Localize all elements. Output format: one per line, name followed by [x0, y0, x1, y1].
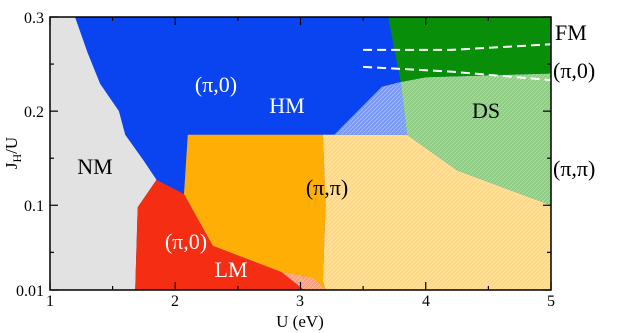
region-ds-hatch — [400, 73, 551, 206]
axis-ticks — [49, 16, 552, 291]
y-tick-label-0.1: 0.1 — [24, 198, 44, 215]
x-tick-label-4: 4 — [422, 293, 430, 310]
label-hm: HM — [269, 93, 304, 118]
region-center-orange — [184, 134, 326, 290]
label-nm: NM — [77, 154, 112, 179]
region-hatched-blue-hatch — [334, 82, 407, 135]
y-tick-label-0.01: 0.01 — [16, 283, 44, 300]
y-axis-title: JH/U — [2, 137, 24, 169]
region-pink-hatch — [281, 272, 326, 290]
y-axis-title-subscript: H — [10, 154, 24, 163]
x-tick-label-1: 1 — [46, 293, 54, 310]
dashed-line-lower — [363, 65, 551, 82]
y-tick-label-0.3: 0.3 — [24, 10, 44, 27]
label-right-lower-order: (π,π) — [553, 156, 595, 181]
x-tick-label-5: 5 — [547, 293, 555, 310]
dashed-line-upper — [363, 43, 551, 51]
label-center-order: (π,π) — [306, 175, 348, 200]
y-axis-title-suffix: /U — [2, 137, 21, 154]
label-hm-order: (π,0) — [195, 72, 237, 97]
x-tick-label-3: 3 — [296, 293, 304, 310]
region-lm — [135, 179, 305, 290]
region-nm — [50, 17, 157, 290]
crossover-lines — [363, 43, 551, 82]
label-fm: FM — [555, 20, 587, 45]
phase-regions — [50, 17, 551, 290]
region-center-light-hatch — [323, 134, 551, 290]
label-lm-order: (π,0) — [165, 229, 207, 254]
y-tick-label-0.2: 0.2 — [24, 104, 44, 121]
label-ds: DS — [472, 98, 500, 123]
label-right-upper-order: (π,0) — [553, 58, 595, 83]
label-lm: LM — [215, 257, 248, 282]
x-axis-title: U (eV) — [276, 312, 324, 331]
y-axis-title-main: J — [2, 162, 21, 169]
x-tick-label-2: 2 — [171, 293, 179, 310]
